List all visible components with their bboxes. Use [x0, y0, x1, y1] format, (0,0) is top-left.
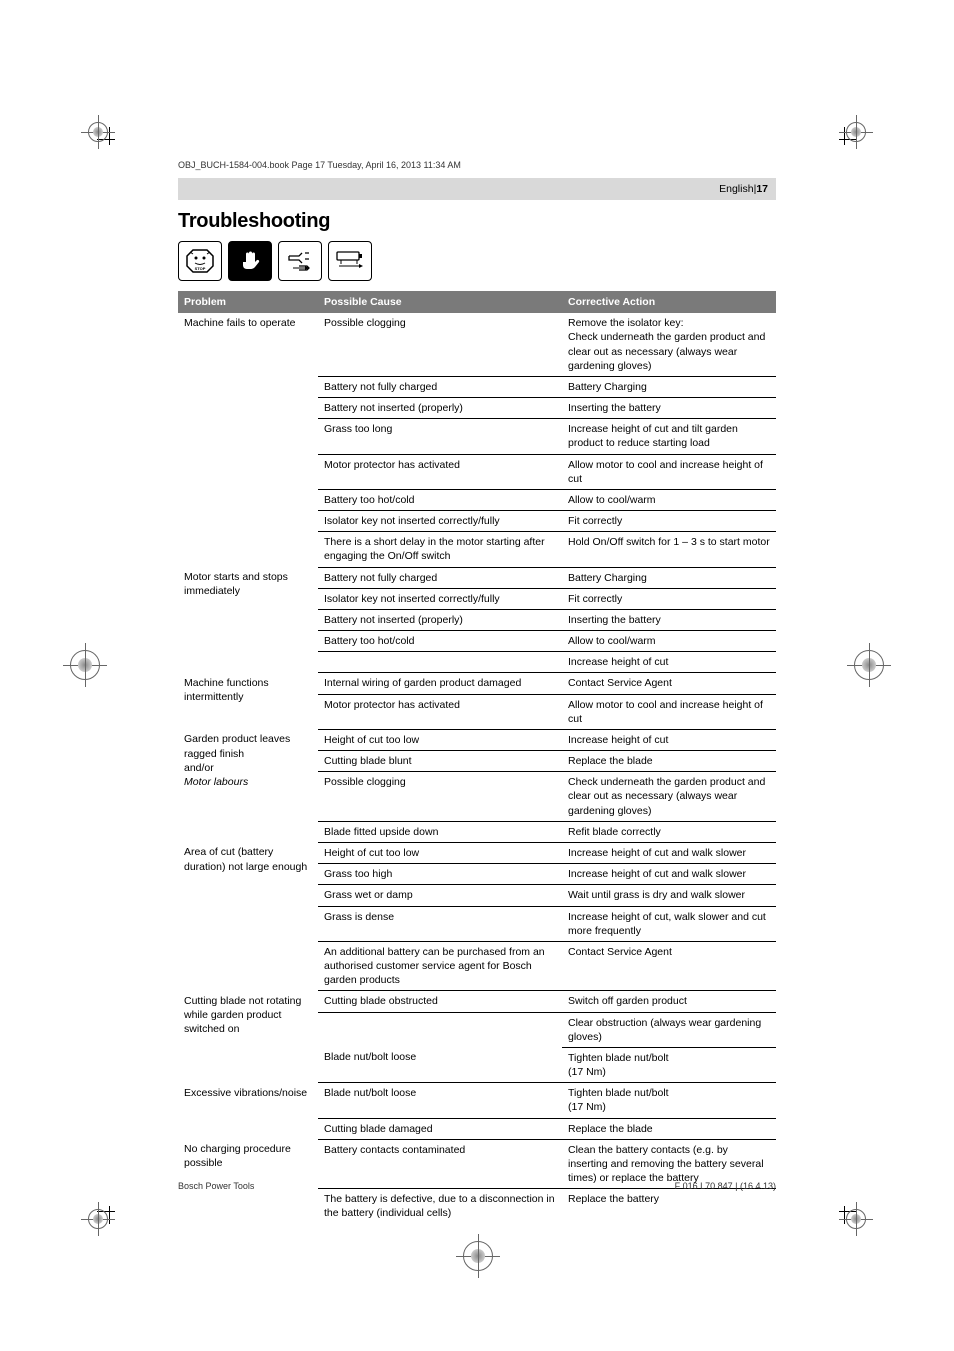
problem-cell: Garden product leaves ragged finishand/o… [178, 729, 318, 842]
cause-cell: There is a short delay in the motor star… [318, 532, 562, 567]
cause-cell: Motor protector has activated [318, 694, 562, 729]
cause-cell: Possible clogging [318, 313, 562, 376]
action-cell: Battery Charging [562, 376, 776, 397]
action-cell: Fit correctly [562, 588, 776, 609]
action-cell: Increase height of cut and tilt garden p… [562, 419, 776, 454]
cause-cell: Height of cut too low [318, 842, 562, 863]
table-row: Machine functions intermittentlyInternal… [178, 673, 776, 694]
problem-cell: Motor starts and stops immediately [178, 567, 318, 673]
col-action: Corrective Action [562, 291, 776, 313]
cause-cell: Isolator key not inserted correctly/full… [318, 511, 562, 532]
action-cell: Battery Charging [562, 567, 776, 588]
table-row: Motor starts and stops immediatelyBatter… [178, 567, 776, 588]
col-cause: Possible Cause [318, 291, 562, 313]
table-row: Area of cut (battery duration) not large… [178, 842, 776, 863]
action-cell: Increase height of cut and walk slower [562, 864, 776, 885]
table-row: Excessive vibrations/noiseBlade nut/bolt… [178, 1083, 776, 1118]
cause-cell: Grass too high [318, 864, 562, 885]
col-problem: Problem [178, 291, 318, 313]
action-cell: Allow motor to cool and increase height … [562, 694, 776, 729]
action-cell: Refit blade correctly [562, 821, 776, 842]
action-cell: Increase height of cut [562, 729, 776, 750]
table-row: Cutting blade not rotating while garden … [178, 991, 776, 1012]
problem-cell: Excessive vibrations/noise [178, 1083, 318, 1140]
action-cell: Replace the battery [562, 1189, 776, 1224]
table-header-row: Problem Possible Cause Corrective Action [178, 291, 776, 313]
language-bar: English | 17 [178, 178, 776, 200]
cause-cell [318, 652, 562, 673]
cause-cell: An additional battery can be purchased f… [318, 941, 562, 991]
action-cell: Allow to cool/warm [562, 631, 776, 652]
action-cell: Check underneath the garden product and … [562, 772, 776, 822]
table-row: Garden product leaves ragged finishand/o… [178, 729, 776, 750]
page-title: Troubleshooting [178, 210, 776, 233]
cause-cell: Cutting blade blunt [318, 751, 562, 772]
action-cell: Increase height of cut, walk slower and … [562, 906, 776, 941]
action-cell: Inserting the battery [562, 398, 776, 419]
icon-row: STOP [178, 241, 776, 281]
cause-cell [318, 1012, 562, 1047]
cause-cell: Grass is dense [318, 906, 562, 941]
problem-cell: Area of cut (battery duration) not large… [178, 842, 318, 990]
action-cell: Clear obstruction (always wear gardening… [562, 1012, 776, 1047]
action-cell: Remove the isolator key:Check underneath… [562, 313, 776, 376]
cause-cell: Internal wiring of garden product damage… [318, 673, 562, 694]
problem-cell: Machine functions intermittently [178, 673, 318, 730]
svg-text:STOP: STOP [195, 266, 206, 271]
cause-cell: Grass too long [318, 419, 562, 454]
action-cell: Contact Service Agent [562, 941, 776, 991]
cause-cell: Battery not fully charged [318, 567, 562, 588]
action-cell: Tighten blade nut/bolt(17 Nm) [562, 1047, 776, 1082]
cause-cell: Motor protector has activated [318, 454, 562, 489]
action-cell: Hold On/Off switch for 1 – 3 s to start … [562, 532, 776, 567]
action-cell: Allow motor to cool and increase height … [562, 454, 776, 489]
cause-cell: Cutting blade damaged [318, 1118, 562, 1139]
table-row: Machine fails to operatePossible cloggin… [178, 313, 776, 376]
action-cell: Replace the blade [562, 751, 776, 772]
footer-right: F 016 L70 847 | (16.4.13) [675, 1181, 776, 1191]
action-cell: Increase height of cut and walk slower [562, 842, 776, 863]
cause-cell: Isolator key not inserted correctly/full… [318, 588, 562, 609]
action-cell: Replace the blade [562, 1118, 776, 1139]
cause-cell: Grass wet or damp [318, 885, 562, 906]
cause-cell: Battery not inserted (properly) [318, 609, 562, 630]
action-cell: Switch off garden product [562, 991, 776, 1012]
cause-cell: The battery is defective, due to a disco… [318, 1189, 562, 1224]
plug-icon [278, 241, 322, 281]
cause-cell: Battery not inserted (properly) [318, 398, 562, 419]
cause-cell: Possible clogging [318, 772, 562, 822]
page-number: 17 [756, 183, 768, 195]
battery-icon [328, 241, 372, 281]
problem-cell: Cutting blade not rotating while garden … [178, 991, 318, 1083]
action-cell: Wait until grass is dry and walk slower [562, 885, 776, 906]
problem-cell: Machine fails to operate [178, 313, 318, 567]
action-cell: Contact Service Agent [562, 673, 776, 694]
hand-icon [228, 241, 272, 281]
action-cell: Tighten blade nut/bolt(17 Nm) [562, 1083, 776, 1118]
cause-cell: Battery too hot/cold [318, 489, 562, 510]
cause-cell: Battery not fully charged [318, 376, 562, 397]
print-header: OBJ_BUCH-1584-004.book Page 17 Tuesday, … [178, 160, 776, 170]
cause-cell: Height of cut too low [318, 729, 562, 750]
cause-cell: Battery too hot/cold [318, 631, 562, 652]
cause-cell: Blade nut/bolt loose [318, 1083, 562, 1118]
cause-cell: Blade nut/bolt loose [318, 1047, 562, 1082]
cause-cell: Cutting blade obstructed [318, 991, 562, 1012]
page-footer: Bosch Power Tools F 016 L70 847 | (16.4.… [178, 1181, 776, 1191]
action-cell: Increase height of cut [562, 652, 776, 673]
language-label: English [719, 183, 753, 195]
troubleshooting-table: Problem Possible Cause Corrective Action… [178, 291, 776, 1224]
action-cell: Inserting the battery [562, 609, 776, 630]
footer-left: Bosch Power Tools [178, 1181, 254, 1191]
action-cell: Fit correctly [562, 511, 776, 532]
stop-icon: STOP [178, 241, 222, 281]
action-cell: Allow to cool/warm [562, 489, 776, 510]
cause-cell: Blade fitted upside down [318, 821, 562, 842]
